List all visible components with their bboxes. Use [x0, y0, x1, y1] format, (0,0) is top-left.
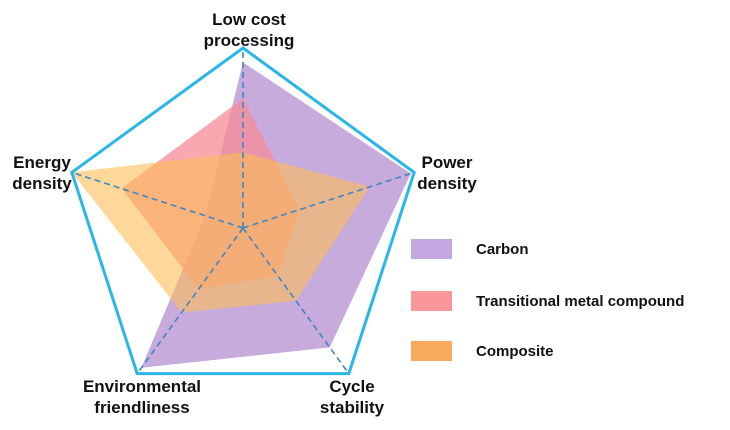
series-layer: [71, 62, 411, 368]
axis-labels: Low cost processing Power density Cycle stabi…: [12, 10, 477, 417]
axis-label-power-density: Power density: [417, 153, 477, 193]
legend-item-carbon: Carbon: [411, 239, 529, 259]
legend-item-composite: Composite: [411, 341, 554, 361]
legend-label: Composite: [476, 343, 554, 360]
legend-swatch: [411, 341, 452, 361]
legend-label: Carbon: [476, 241, 529, 258]
legend-label: Transitional metal compound: [476, 293, 684, 310]
axis-label-energy-density: Energy density: [12, 153, 72, 193]
grid-layer: [70, 46, 416, 376]
legend-swatch: [411, 239, 452, 259]
axis-label-environmental-friendliness: Environmental friendliness: [83, 377, 201, 417]
axis-label-low-cost-processing: Low cost processing: [204, 10, 295, 50]
axis-spoke-power-density: [242, 171, 415, 229]
series-area-composite: [71, 152, 370, 313]
axis-label-cycle-stability: Cycle stability: [320, 377, 385, 417]
axis-spoke-energy-density: [71, 171, 244, 229]
legend: Carbon Transitional metal compound Composi…: [411, 239, 684, 361]
legend-item-transitional-metal-compound: Transitional metal compound: [411, 291, 684, 311]
radar-outline: [70, 46, 416, 376]
legend-swatch: [411, 291, 452, 311]
